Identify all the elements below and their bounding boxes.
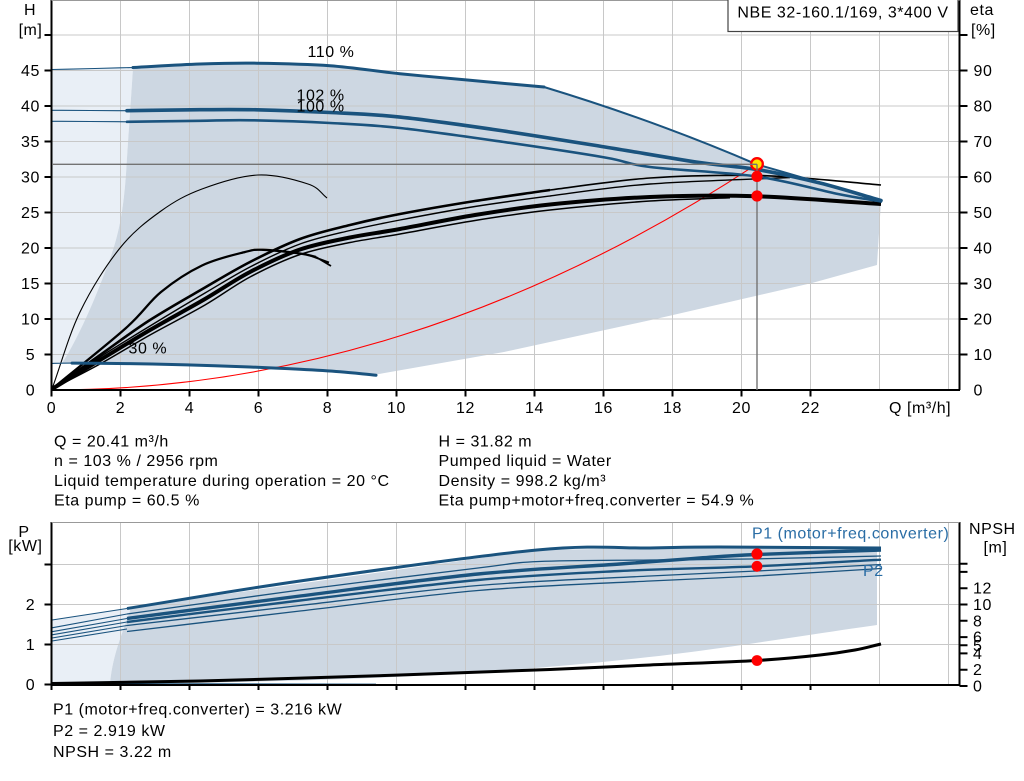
- svg-text:22: 22: [801, 400, 820, 417]
- svg-text:P1 (motor+freq.converter) = 3.: P1 (motor+freq.converter) = 3.216 kW: [53, 702, 343, 719]
- svg-text:[%]: [%]: [971, 22, 996, 39]
- svg-text:18: 18: [663, 400, 682, 417]
- svg-text:NBE 32-160.1/169, 3*400 V: NBE 32-160.1/169, 3*400 V: [737, 5, 948, 22]
- svg-text:8: 8: [323, 400, 332, 417]
- svg-text:8: 8: [973, 613, 982, 630]
- svg-text:2: 2: [26, 597, 35, 614]
- svg-text:10: 10: [387, 400, 406, 417]
- svg-text:35: 35: [21, 134, 40, 151]
- svg-text:45: 45: [21, 63, 40, 80]
- svg-text:eta: eta: [970, 2, 994, 19]
- svg-text:Q [m³/h]: Q [m³/h]: [889, 400, 951, 417]
- svg-text:P: P: [18, 524, 29, 541]
- svg-text:[kW]: [kW]: [8, 538, 42, 555]
- svg-text:14: 14: [525, 400, 544, 417]
- svg-text:40: 40: [974, 241, 993, 258]
- svg-text:30: 30: [974, 276, 993, 293]
- svg-text:6: 6: [254, 400, 263, 417]
- svg-text:0: 0: [973, 679, 982, 696]
- svg-text:0: 0: [974, 383, 983, 400]
- svg-text:NPSH: NPSH: [969, 521, 1016, 538]
- svg-text:15: 15: [21, 276, 40, 293]
- svg-text:4: 4: [973, 646, 982, 663]
- svg-text:H: H: [24, 2, 36, 19]
- svg-text:10: 10: [974, 347, 993, 364]
- svg-text:102 %: 102 %: [297, 88, 345, 105]
- svg-text:90: 90: [974, 63, 993, 80]
- svg-text:H = 31.82 m: H = 31.82 m: [439, 434, 533, 451]
- svg-text:P1 (motor+freq.converter): P1 (motor+freq.converter): [752, 526, 949, 543]
- svg-text:NPSH = 3.22 m: NPSH = 3.22 m: [53, 744, 172, 761]
- svg-text:60: 60: [974, 170, 993, 187]
- svg-text:0: 0: [26, 677, 35, 694]
- svg-text:20: 20: [732, 400, 751, 417]
- svg-text:12: 12: [456, 400, 475, 417]
- svg-text:5: 5: [973, 638, 982, 655]
- svg-text:2: 2: [973, 662, 982, 679]
- svg-text:P2: P2: [863, 563, 884, 580]
- svg-text:4: 4: [185, 400, 194, 417]
- svg-text:Q = 20.41 m³/h: Q = 20.41 m³/h: [54, 434, 169, 451]
- svg-text:25: 25: [21, 205, 40, 222]
- svg-text:70: 70: [974, 134, 993, 151]
- svg-text:110 %: 110 %: [308, 44, 355, 61]
- svg-text:20: 20: [974, 312, 993, 329]
- svg-text:Liquid temperature during oper: Liquid temperature during operation = 20…: [54, 473, 390, 490]
- svg-text:20: 20: [21, 241, 40, 258]
- svg-text:Eta pump+motor+freq.converter: Eta pump+motor+freq.converter = 54.9 %: [439, 493, 755, 510]
- svg-text:n = 103 % / 2956 rpm: n = 103 % / 2956 rpm: [54, 453, 218, 470]
- svg-text:10: 10: [973, 597, 992, 614]
- svg-text:0: 0: [26, 383, 35, 400]
- svg-text:30 %: 30 %: [129, 341, 168, 358]
- svg-text:10: 10: [21, 312, 40, 329]
- svg-text:50: 50: [974, 205, 993, 222]
- svg-text:0: 0: [47, 400, 56, 417]
- svg-text:[m]: [m]: [984, 540, 1008, 557]
- svg-text:6: 6: [973, 630, 982, 647]
- svg-text:100 %: 100 %: [297, 99, 345, 116]
- svg-text:16: 16: [594, 400, 613, 417]
- svg-text:12: 12: [973, 581, 992, 598]
- svg-text:30: 30: [21, 170, 40, 187]
- svg-text:5: 5: [26, 347, 35, 364]
- svg-text:40: 40: [21, 99, 40, 116]
- svg-text:Density = 998.2 kg/m³: Density = 998.2 kg/m³: [439, 473, 607, 490]
- svg-text:80: 80: [974, 99, 993, 116]
- svg-text:Eta pump = 60.5 %: Eta pump = 60.5 %: [54, 493, 200, 510]
- svg-text:2: 2: [116, 400, 125, 417]
- svg-text:[m]: [m]: [19, 22, 43, 39]
- svg-text:Pumped liquid = Water: Pumped liquid = Water: [439, 453, 612, 470]
- svg-text:1: 1: [26, 637, 35, 654]
- svg-text:P2 = 2.919 kW: P2 = 2.919 kW: [53, 723, 166, 740]
